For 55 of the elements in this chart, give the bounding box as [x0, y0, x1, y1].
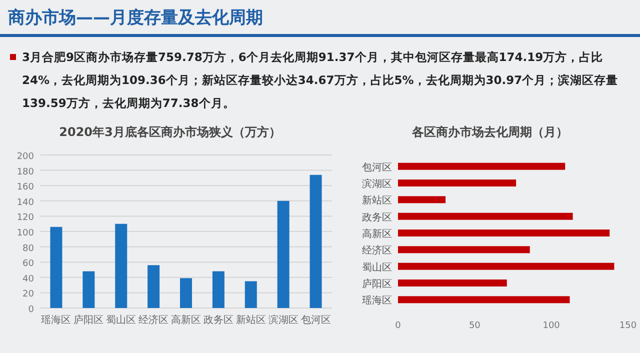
bar — [50, 226, 62, 308]
y-tick-label: 0 — [28, 305, 34, 315]
chart-title: 2020年3月底各区商办市场狭义（万方） — [59, 125, 281, 139]
bar — [148, 265, 160, 308]
y-tick-label: 180 — [16, 167, 34, 178]
bar — [398, 212, 573, 220]
y-tick-label: 60 — [22, 259, 34, 270]
y-tick-label: 20 — [22, 290, 34, 300]
y-tick-label: 140 — [16, 198, 34, 208]
bar — [398, 180, 516, 186]
y-tick-label: 政务区 — [362, 211, 392, 224]
bar — [398, 230, 610, 236]
x-tick-label: 50 — [468, 321, 481, 331]
text: 商办市场——月度存量及去化周期 — [8, 7, 263, 29]
bar — [277, 200, 290, 308]
x-tick-label: 100 — [542, 321, 560, 331]
y-tick-label: 100 — [16, 228, 34, 238]
y-tick-label: 经济区 — [362, 244, 392, 257]
y-tick-label: 庐阳区 — [362, 278, 392, 290]
y-tick-label: 高新区 — [362, 228, 392, 240]
y-tick-label: 滨湖区 — [362, 178, 392, 190]
bar — [115, 224, 128, 308]
x-tick-label: 瑶海区 — [41, 314, 72, 326]
x-tick-label: 庐阳区 — [74, 314, 104, 326]
bar — [310, 174, 322, 308]
bar — [82, 271, 95, 308]
bar — [398, 162, 566, 170]
y-tick-label: 瑶海区 — [362, 294, 392, 307]
y-tick-label: 包河区 — [362, 161, 392, 174]
bar — [398, 280, 507, 286]
x-tick-label: 蜀山区 — [106, 314, 136, 326]
y-tick-label: 新站区 — [362, 194, 392, 207]
bar — [212, 271, 224, 308]
bar — [398, 246, 530, 254]
x-tick-label: 政务区 — [203, 314, 234, 326]
chart-title: 各区商办市场去化周期（月） — [411, 125, 568, 139]
x-tick-label: 0 — [395, 321, 402, 331]
x-tick-label: 经济区 — [138, 314, 169, 326]
y-tick-label: 160 — [16, 182, 34, 193]
bar — [244, 281, 257, 308]
x-tick-label: 高新区 — [171, 314, 201, 326]
text: 3月合肥9区商办市场存量759.78万方，6个月去化周期91.37个月，其中包河区存量最高174.19万方，占比24%，去化周期为109.36个月；新站区存量较小达34.67万方，占比5%，去化周期为30.97个月；滨湖区存量139.59万方，去化周期为77.38个月。 — [22, 49, 620, 112]
bar — [398, 296, 570, 304]
x-tick-label: 滨湖区 — [268, 314, 298, 326]
y-tick-label: 40 — [22, 274, 34, 284]
y-tick-label: 蜀山区 — [362, 261, 392, 274]
bar — [398, 262, 614, 270]
y-tick-label: 80 — [22, 244, 34, 254]
y-tick-label: 200 — [16, 152, 34, 162]
x-tick-label: 包河区 — [300, 314, 331, 326]
y-tick-label: 120 — [16, 213, 34, 224]
x-tick-label: 新站区 — [236, 314, 266, 326]
x-tick-label: 150 — [619, 321, 637, 331]
bar — [180, 278, 192, 308]
bar — [398, 196, 446, 204]
